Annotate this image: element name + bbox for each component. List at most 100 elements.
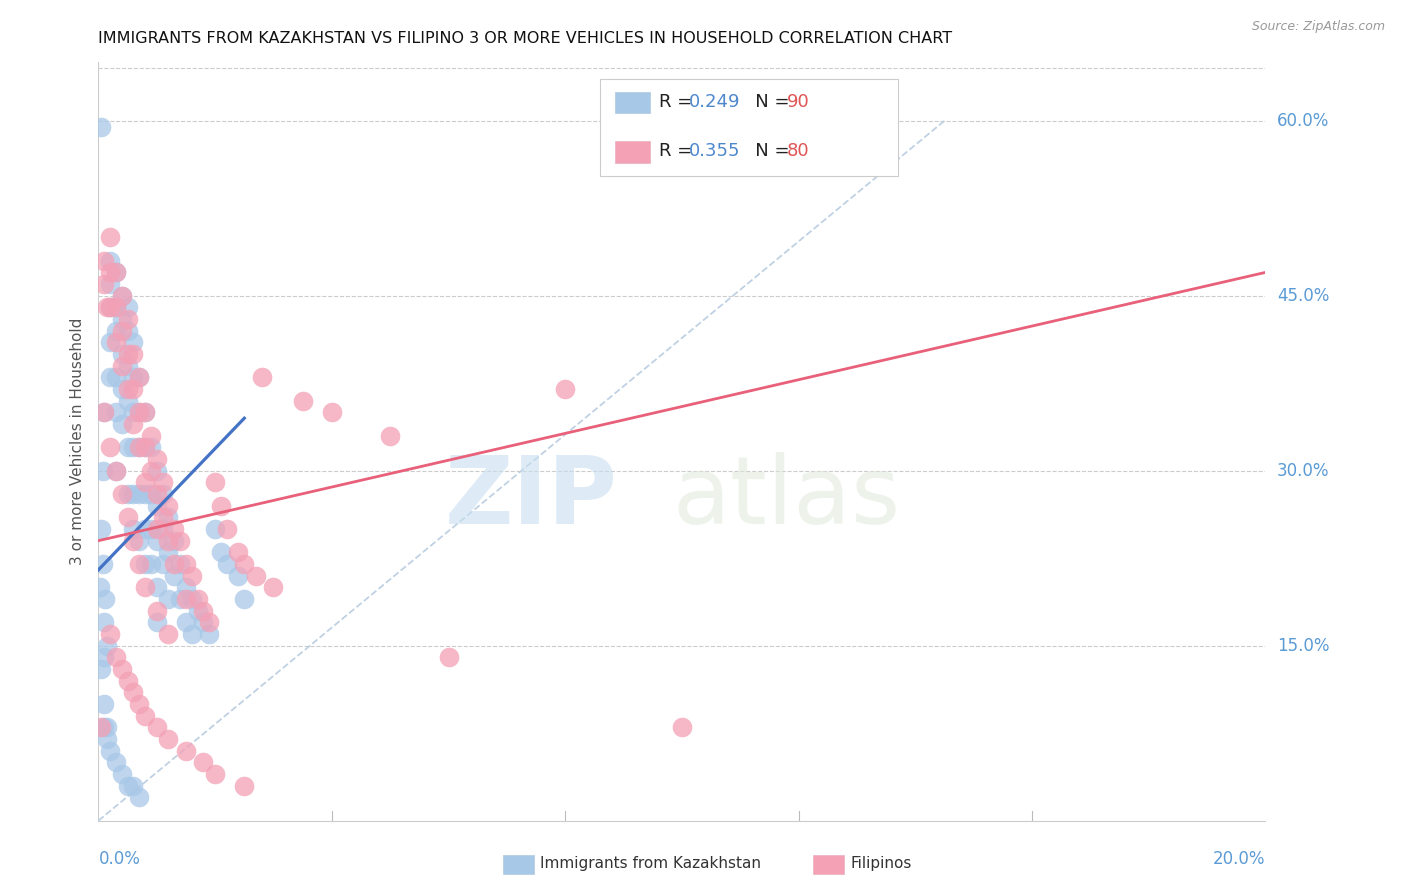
Text: 30.0%: 30.0% — [1277, 462, 1330, 480]
Text: N =: N = — [738, 93, 796, 111]
Y-axis label: 3 or more Vehicles in Household: 3 or more Vehicles in Household — [69, 318, 84, 566]
Point — [204, 522, 226, 536]
Point — [152, 522, 174, 536]
Point — [96, 720, 118, 734]
Point — [146, 522, 169, 536]
Point — [554, 382, 576, 396]
Point — [228, 568, 250, 582]
FancyBboxPatch shape — [616, 92, 651, 113]
Point — [122, 522, 145, 536]
Text: R =: R = — [658, 93, 697, 111]
Point — [104, 756, 127, 770]
Point — [104, 370, 127, 384]
Point — [90, 662, 112, 676]
Point — [139, 522, 162, 536]
Text: 90: 90 — [787, 93, 810, 111]
Point — [98, 301, 121, 315]
Text: N =: N = — [738, 142, 796, 161]
Point — [134, 405, 156, 419]
Point — [134, 487, 156, 501]
Point — [122, 335, 145, 350]
Text: IMMIGRANTS FROM KAZAKHSTAN VS FILIPINO 3 OR MORE VEHICLES IN HOUSEHOLD CORRELATI: IMMIGRANTS FROM KAZAKHSTAN VS FILIPINO 3… — [98, 31, 952, 46]
Point — [262, 580, 284, 594]
Point — [180, 592, 202, 607]
Point — [215, 557, 238, 571]
Point — [117, 510, 139, 524]
Point — [152, 510, 174, 524]
FancyBboxPatch shape — [616, 141, 651, 162]
Text: R =: R = — [658, 142, 697, 161]
Point — [117, 312, 139, 326]
Point — [117, 359, 139, 373]
Point — [209, 545, 232, 559]
Point — [134, 475, 156, 490]
Point — [146, 533, 169, 548]
Point — [111, 312, 134, 326]
Text: Immigrants from Kazakhstan: Immigrants from Kazakhstan — [540, 856, 761, 871]
Point — [180, 568, 202, 582]
Point — [157, 545, 180, 559]
Point — [146, 604, 169, 618]
Point — [134, 580, 156, 594]
Point — [204, 767, 226, 781]
Point — [163, 557, 186, 571]
Point — [122, 685, 145, 699]
Point — [104, 405, 127, 419]
Point — [198, 627, 221, 641]
Point — [98, 335, 121, 350]
Point — [98, 744, 121, 758]
Point — [93, 277, 115, 291]
Point — [128, 487, 150, 501]
Point — [128, 405, 150, 419]
Point — [204, 475, 226, 490]
Point — [128, 790, 150, 805]
Point — [134, 405, 156, 419]
Point — [91, 464, 114, 478]
Point — [128, 557, 150, 571]
Text: 0.249: 0.249 — [689, 93, 741, 111]
Point — [90, 522, 112, 536]
Point — [93, 697, 115, 711]
Point — [93, 405, 115, 419]
Point — [152, 557, 174, 571]
Point — [146, 452, 169, 467]
Point — [104, 324, 127, 338]
Point — [111, 487, 134, 501]
Point — [291, 393, 314, 408]
Point — [134, 557, 156, 571]
Point — [117, 441, 139, 455]
Point — [157, 731, 180, 746]
Point — [169, 533, 191, 548]
Point — [233, 779, 256, 793]
Point — [93, 253, 115, 268]
Point — [111, 359, 134, 373]
Point — [169, 592, 191, 607]
Point — [98, 370, 121, 384]
Point — [104, 650, 127, 665]
Point — [98, 301, 121, 315]
Point — [134, 441, 156, 455]
Point — [128, 405, 150, 419]
Point — [157, 510, 180, 524]
Point — [93, 405, 115, 419]
Point — [117, 382, 139, 396]
Point — [128, 697, 150, 711]
Point — [117, 779, 139, 793]
Text: atlas: atlas — [673, 452, 901, 544]
Point — [122, 779, 145, 793]
Point — [152, 487, 174, 501]
Point — [104, 265, 127, 279]
Point — [117, 487, 139, 501]
Text: 80: 80 — [787, 142, 810, 161]
Point — [146, 464, 169, 478]
Point — [117, 393, 139, 408]
Point — [117, 324, 139, 338]
Point — [157, 533, 180, 548]
Point — [98, 441, 121, 455]
Point — [134, 708, 156, 723]
Point — [96, 301, 118, 315]
Point — [111, 289, 134, 303]
Point — [321, 405, 343, 419]
Point — [134, 522, 156, 536]
Point — [174, 580, 197, 594]
